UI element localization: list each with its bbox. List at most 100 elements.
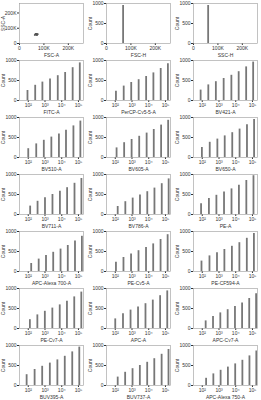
svg-text:APC-Alexa 750-A: APC-Alexa 750-A — [206, 394, 246, 400]
svg-text:10³: 10³ — [128, 102, 136, 108]
svg-text:1000: 1000 — [179, 114, 190, 120]
svg-text:1000: 1000 — [92, 171, 103, 177]
svg-text:0: 0 — [14, 154, 17, 160]
svg-text:200K: 200K — [149, 45, 161, 51]
svg-text:10²: 10² — [25, 102, 33, 108]
svg-text:500: 500 — [8, 305, 17, 311]
svg-text:Count: Count — [87, 244, 93, 258]
svg-text:500: 500 — [8, 191, 17, 197]
svg-text:500: 500 — [95, 191, 104, 197]
svg-text:10⁴: 10⁴ — [145, 159, 153, 165]
svg-text:Count: Count — [174, 301, 180, 315]
svg-text:10³: 10³ — [128, 273, 136, 279]
svg-text:0: 0 — [188, 211, 191, 217]
svg-text:0: 0 — [18, 45, 21, 51]
svg-text:0: 0 — [188, 40, 191, 46]
svg-text:0: 0 — [101, 325, 104, 331]
svg-text:500: 500 — [95, 134, 104, 140]
svg-text:1000: 1000 — [5, 114, 16, 120]
svg-text:Count: Count — [174, 244, 180, 258]
svg-text:10⁴: 10⁴ — [58, 159, 66, 165]
svg-text:1000: 1000 — [92, 114, 103, 120]
svg-text:10⁵: 10⁵ — [75, 102, 83, 108]
svg-text:500: 500 — [95, 305, 104, 311]
svg-text:Count: Count — [174, 358, 180, 372]
svg-text:10³: 10³ — [215, 387, 223, 393]
svg-text:10²: 10² — [112, 273, 120, 279]
svg-text:10⁵: 10⁵ — [75, 387, 83, 393]
svg-text:10³: 10³ — [215, 330, 223, 336]
svg-text:Count: Count — [87, 130, 93, 144]
svg-text:10⁵: 10⁵ — [249, 330, 257, 336]
svg-text:0: 0 — [188, 325, 191, 331]
svg-text:0: 0 — [14, 382, 17, 388]
svg-text:10²: 10² — [199, 330, 207, 336]
svg-text:10⁴: 10⁴ — [58, 216, 66, 222]
svg-text:500: 500 — [8, 362, 17, 368]
svg-text:10³: 10³ — [41, 273, 49, 279]
svg-text:Count: Count — [0, 358, 6, 372]
svg-text:100K: 100K — [38, 45, 50, 51]
svg-text:0: 0 — [14, 211, 17, 217]
svg-text:100K: 100K — [125, 45, 137, 51]
svg-text:SSC-A: SSC-A — [0, 15, 6, 31]
svg-text:100K: 100K — [212, 45, 224, 51]
svg-text:500: 500 — [95, 20, 104, 26]
svg-text:0: 0 — [101, 211, 104, 217]
svg-text:500: 500 — [8, 134, 17, 140]
svg-text:1000: 1000 — [92, 342, 103, 348]
svg-text:10⁵: 10⁵ — [249, 273, 257, 279]
svg-text:Count: Count — [174, 16, 180, 30]
svg-text:BUV395-A: BUV395-A — [40, 394, 64, 400]
svg-text:10⁴: 10⁴ — [232, 159, 240, 165]
svg-text:10⁵: 10⁵ — [249, 387, 257, 393]
svg-text:500: 500 — [182, 134, 191, 140]
svg-text:200K: 200K — [62, 45, 74, 51]
svg-text:10⁴: 10⁴ — [232, 387, 240, 393]
svg-text:10⁵: 10⁵ — [162, 102, 170, 108]
svg-text:10⁵: 10⁵ — [75, 159, 83, 165]
svg-text:500: 500 — [182, 248, 191, 254]
svg-text:1000: 1000 — [5, 57, 16, 63]
svg-text:0: 0 — [188, 268, 191, 274]
svg-text:Count: Count — [87, 73, 93, 87]
svg-text:10⁴: 10⁴ — [145, 216, 153, 222]
svg-text:0: 0 — [192, 45, 195, 51]
svg-text:10⁴: 10⁴ — [145, 330, 153, 336]
svg-text:0: 0 — [14, 40, 17, 46]
svg-text:500: 500 — [182, 305, 191, 311]
svg-text:10²: 10² — [112, 102, 120, 108]
svg-text:10²: 10² — [25, 387, 33, 393]
svg-text:10³: 10³ — [41, 330, 49, 336]
svg-text:1000: 1000 — [92, 285, 103, 291]
svg-text:Count: Count — [0, 187, 6, 201]
svg-text:10⁴: 10⁴ — [145, 387, 153, 393]
svg-text:10²: 10² — [199, 102, 207, 108]
svg-text:Count: Count — [0, 244, 6, 258]
svg-text:10⁴: 10⁴ — [58, 102, 66, 108]
svg-text:Count: Count — [174, 73, 180, 87]
svg-text:500: 500 — [95, 362, 104, 368]
svg-text:1000: 1000 — [5, 285, 16, 291]
svg-text:1000: 1000 — [179, 57, 190, 63]
svg-text:10⁵: 10⁵ — [249, 159, 257, 165]
svg-text:0: 0 — [14, 97, 17, 103]
svg-text:10⁴: 10⁴ — [58, 387, 66, 393]
svg-text:10⁴: 10⁴ — [58, 273, 66, 279]
svg-text:10²: 10² — [25, 159, 33, 165]
svg-text:Count: Count — [87, 16, 93, 30]
svg-text:200K: 200K — [5, 10, 17, 16]
svg-text:10³: 10³ — [41, 216, 49, 222]
svg-text:10⁵: 10⁵ — [75, 273, 83, 279]
svg-text:1000: 1000 — [179, 342, 190, 348]
svg-text:1000: 1000 — [5, 171, 16, 177]
svg-text:500: 500 — [182, 20, 191, 26]
svg-text:10²: 10² — [112, 159, 120, 165]
svg-text:10³: 10³ — [41, 159, 49, 165]
svg-text:10⁵: 10⁵ — [162, 159, 170, 165]
svg-text:500: 500 — [8, 248, 17, 254]
svg-text:10²: 10² — [25, 330, 33, 336]
svg-text:10⁴: 10⁴ — [145, 102, 153, 108]
svg-text:1000: 1000 — [5, 342, 16, 348]
svg-text:10⁵: 10⁵ — [162, 387, 170, 393]
